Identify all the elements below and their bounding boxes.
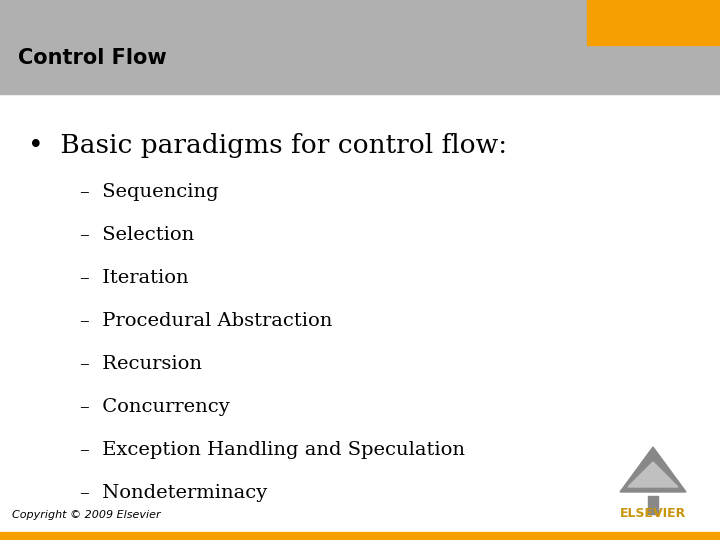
Text: –  Concurrency: – Concurrency — [80, 398, 230, 416]
Text: ELSEVIER: ELSEVIER — [620, 507, 686, 520]
Text: –  Nondeterminacy: – Nondeterminacy — [80, 484, 267, 502]
Text: –  Exception Handling and Speculation: – Exception Handling and Speculation — [80, 441, 465, 459]
Bar — [648, 496, 658, 514]
Text: –  Selection: – Selection — [80, 226, 194, 244]
Bar — [0, 0, 720, 94]
Bar — [0, 532, 720, 540]
Text: •  Basic paradigms for control flow:: • Basic paradigms for control flow: — [28, 133, 507, 159]
Polygon shape — [620, 447, 686, 492]
Text: –  Procedural Abstraction: – Procedural Abstraction — [80, 312, 333, 330]
Text: Copyright © 2009 Elsevier: Copyright © 2009 Elsevier — [12, 510, 161, 520]
Polygon shape — [628, 462, 678, 487]
Bar — [587, 0, 720, 45]
Text: –  Sequencing: – Sequencing — [80, 183, 219, 201]
Text: Control Flow: Control Flow — [18, 48, 166, 68]
Text: –  Iteration: – Iteration — [80, 269, 189, 287]
Text: –  Recursion: – Recursion — [80, 355, 202, 373]
